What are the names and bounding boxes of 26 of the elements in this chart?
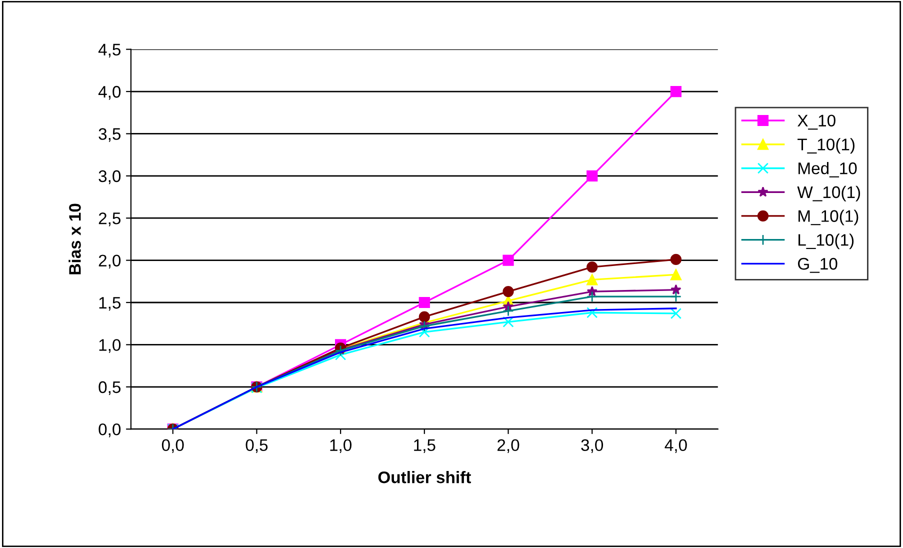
y-tick-label: 4,5 [98, 44, 121, 58]
y-tick-label: 2,5 [98, 212, 121, 226]
x-tick-label: 2,0 [498, 439, 520, 454]
legend-label: G_10 [798, 258, 838, 273]
y-axis-title: Bias x 10 [68, 204, 81, 274]
legend-label: W_10(1) [797, 186, 860, 202]
x-tick-label: 0,0 [162, 439, 184, 454]
x-tick-label: 0,5 [246, 439, 268, 454]
legend-label: Med_10 [798, 162, 857, 178]
x-tick-label: 4,0 [664, 439, 687, 454]
legend-label: M_10(1) [798, 210, 858, 226]
y-tick-label: 0,0 [98, 423, 121, 438]
legend-label: L_10(1) [798, 234, 854, 250]
x-axis-title: Outlier shift [378, 471, 471, 484]
y-tick-label: 4,0 [98, 86, 121, 100]
y-tick-label: 1,0 [99, 339, 121, 353]
legend-label: T_10(1) [798, 138, 854, 154]
y-tick-label: 3,5 [98, 128, 121, 142]
y-tick-label: 3,0 [98, 170, 121, 184]
x-tick-label: 1,0 [330, 439, 352, 454]
x-tick-label: 3,0 [581, 439, 604, 454]
legend-label: X_10 [798, 114, 836, 130]
x-tick-label: 1,5 [414, 439, 436, 454]
y-tick-label: 0,5 [98, 381, 121, 396]
y-tick-label: 2,0 [98, 254, 121, 268]
y-tick-label: 1,5 [99, 297, 121, 311]
